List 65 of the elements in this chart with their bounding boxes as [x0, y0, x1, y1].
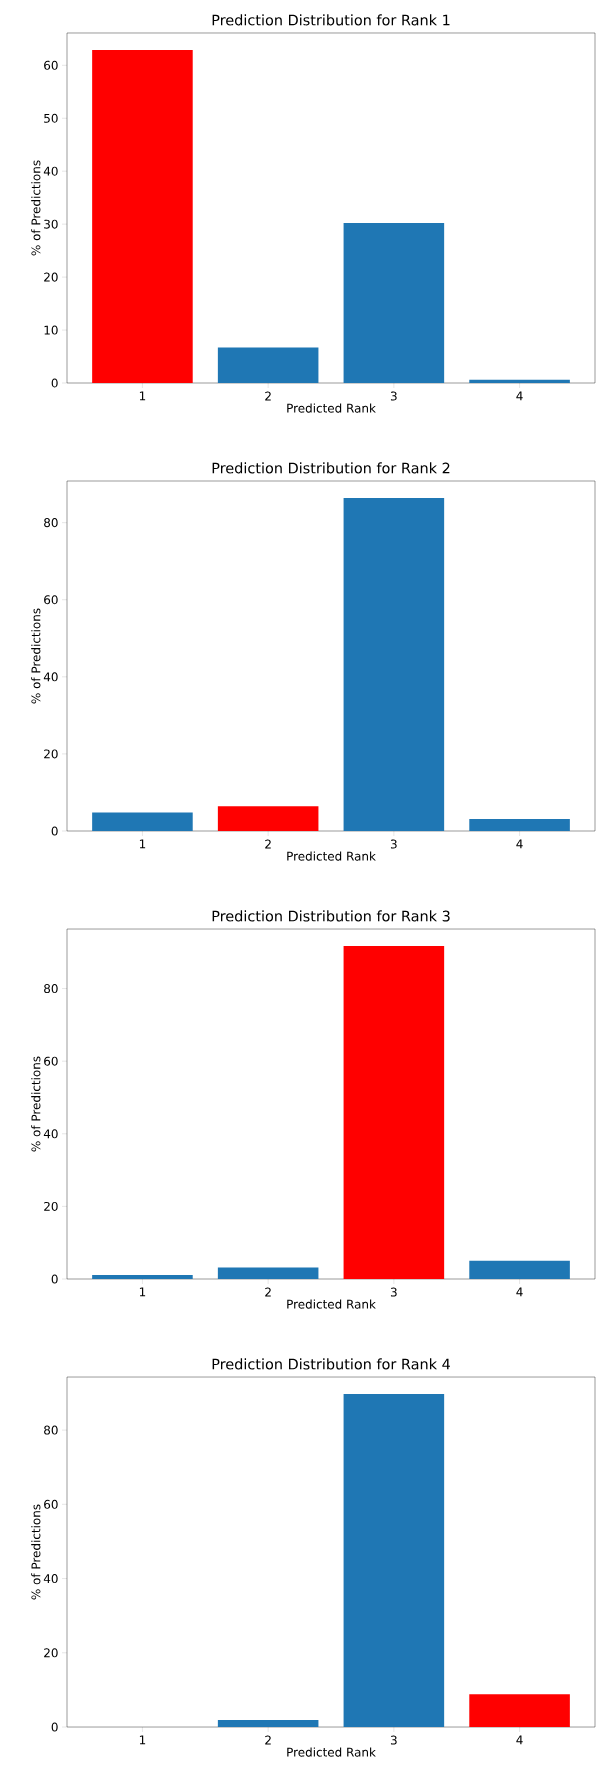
bar	[469, 1260, 570, 1280]
bar	[343, 1394, 445, 1728]
x-tick-label: 4	[516, 1735, 523, 1745]
chart-title: Prediction Distribution for Rank 3	[212, 910, 450, 922]
x-tick-label: 2	[265, 391, 271, 401]
bar	[343, 946, 445, 1280]
x-tick-label: 2	[265, 1735, 271, 1745]
bar	[343, 223, 445, 384]
x-tick-label: 2	[265, 839, 271, 849]
bar	[217, 347, 319, 384]
bar	[469, 1694, 570, 1728]
y-tick-label: 20	[44, 749, 58, 759]
y-tick-label: 60	[44, 595, 58, 605]
x-axis-title: Predicted Rank	[287, 851, 376, 861]
y-tick-label: 80	[44, 1425, 58, 1435]
y-tick-label: 20	[44, 1201, 58, 1211]
bar	[92, 1275, 193, 1280]
bar	[92, 49, 193, 384]
bar	[343, 497, 445, 832]
bar	[217, 1267, 319, 1280]
y-axis-title: % of Predictions	[31, 160, 41, 256]
x-axis-title: Predicted Rank	[287, 1747, 376, 1757]
y-tick-label: 20	[44, 1648, 58, 1658]
x-tick-label: 1	[139, 839, 146, 849]
y-axis-title: % of Predictions	[31, 1504, 41, 1600]
x-tick-label: 4	[516, 839, 523, 849]
y-tick-label: 30	[44, 219, 58, 229]
x-tick-label: 4	[516, 391, 523, 401]
bar	[217, 806, 319, 832]
x-tick-label: 4	[516, 1287, 523, 1297]
x-tick-label: 1	[139, 1287, 146, 1297]
y-tick-label: 50	[44, 113, 58, 123]
y-tick-label: 0	[51, 1722, 58, 1732]
y-tick-label: 0	[51, 1274, 58, 1284]
y-tick-label: 10	[44, 325, 58, 335]
bar	[469, 819, 570, 832]
y-axis-title: % of Predictions	[31, 608, 41, 704]
x-axis-title: Predicted Rank	[287, 403, 376, 413]
y-tick-label: 60	[44, 1499, 58, 1509]
x-tick-label: 3	[390, 1735, 397, 1745]
bar	[92, 812, 193, 832]
y-tick-label: 20	[44, 272, 58, 282]
y-tick-label: 40	[43, 166, 58, 176]
y-tick-label: 60	[44, 60, 58, 70]
y-tick-label: 80	[44, 984, 58, 994]
x-tick-label: 1	[139, 391, 146, 401]
y-tick-label: 60	[44, 1056, 58, 1066]
bar	[217, 1719, 319, 1728]
x-tick-label: 2	[265, 1287, 271, 1297]
y-tick-label: 0	[51, 378, 58, 388]
bar	[469, 379, 570, 384]
chart-title: Prediction Distribution for Rank 2	[212, 462, 450, 474]
x-tick-label: 3	[390, 1287, 397, 1297]
x-tick-label: 3	[390, 839, 397, 849]
x-axis-title: Predicted Rank	[287, 1299, 376, 1309]
chart-title: Prediction Distribution for Rank 4	[212, 1358, 450, 1370]
y-tick-label: 80	[44, 518, 58, 528]
y-tick-label: 40	[43, 1574, 58, 1584]
y-tick-label: 40	[43, 672, 58, 682]
y-axis-title: % of Predictions	[31, 1056, 41, 1152]
y-tick-label: 0	[51, 826, 58, 836]
chart-title: Prediction Distribution for Rank 1	[212, 14, 450, 26]
x-tick-label: 3	[390, 391, 397, 401]
x-tick-label: 1	[139, 1735, 146, 1745]
y-tick-label: 40	[43, 1129, 58, 1139]
